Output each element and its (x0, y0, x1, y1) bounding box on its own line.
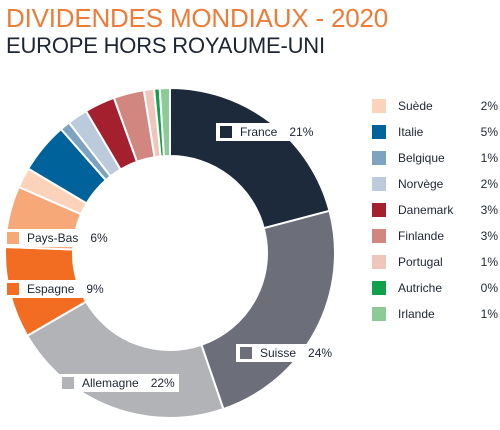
chart-subtitle: EUROPE HORS ROYAUME-UNI (6, 33, 325, 58)
legend-value-norvege: 2% (480, 177, 498, 191)
legend-item-belgique: Belgique 1% (372, 145, 498, 171)
legend-value-belgique: 1% (480, 151, 498, 165)
legend-label-danemark: Danemark (398, 203, 454, 217)
slice-label-espagne-value: 9% (86, 282, 104, 296)
slice-suisse (200, 209, 336, 411)
legend-swatch-irlande (372, 307, 386, 321)
legend-item-finlande: Finlande 3% (372, 223, 498, 249)
slice-label-suisse-name: Suisse (260, 346, 297, 360)
slice-label-espagne: Espagne 9% (3, 280, 108, 298)
chart-title: DIVIDENDES MONDIAUX - 2020 (6, 3, 389, 33)
legend-label-belgique: Belgique (398, 151, 445, 165)
chart-legend: Suède 2% Italie 5% Belgique 1% Norvège 2… (372, 93, 498, 327)
legend-item-irlande: Irlande 1% (372, 301, 498, 327)
legend-label-italie: Italie (398, 125, 424, 139)
slice-label-pays-bas: Pays-Bas 6% (3, 229, 112, 247)
legend-value-danemark: 3% (480, 203, 498, 217)
slice-label-france-value: 21% (289, 125, 314, 139)
legend-label-finlande: Finlande (398, 229, 445, 243)
legend-label-norvege: Norvège (398, 177, 444, 191)
slice-label-pays-bas-value: 6% (90, 231, 108, 245)
legend-value-portugal: 1% (480, 255, 498, 269)
legend-swatch-portugal (372, 255, 386, 269)
legend-swatch-suede (372, 99, 386, 113)
slice-label-suisse-value: 24% (308, 346, 333, 360)
legend-item-suede: Suède 2% (372, 93, 498, 119)
slice-label-france: France 21% (216, 123, 318, 141)
legend-label-portugal: Portugal (398, 255, 443, 269)
legend-swatch-belgique (372, 151, 386, 165)
legend-label-suede: Suède (398, 99, 433, 113)
slice-label-espagne-swatch (7, 283, 19, 295)
slice-label-allemagne-value: 22% (150, 376, 175, 390)
legend-swatch-italie (372, 125, 386, 139)
legend-value-suede: 2% (480, 99, 498, 113)
donut-slices (4, 86, 336, 419)
slice-label-france-name: France (240, 125, 278, 139)
legend-swatch-danemark (372, 203, 386, 217)
slice-label-espagne-name: Espagne (27, 282, 75, 296)
slice-label-allemagne-name: Allemagne (82, 376, 139, 390)
slice-label-pays-bas-name: Pays-Bas (27, 231, 79, 245)
legend-value-italie: 5% (480, 125, 498, 139)
legend-swatch-autriche (372, 281, 386, 295)
slice-label-allemagne: Allemagne 22% (58, 374, 179, 392)
legend-label-autriche: Autriche (398, 281, 443, 295)
legend-item-autriche: Autriche 0% (372, 275, 498, 301)
slice-label-pays-bas-swatch (7, 232, 19, 244)
legend-item-danemark: Danemark 3% (372, 197, 498, 223)
legend-item-portugal: Portugal 1% (372, 249, 498, 275)
legend-swatch-finlande (372, 229, 386, 243)
legend-value-autriche: 0% (480, 281, 498, 295)
legend-label-irlande: Irlande (398, 307, 435, 321)
slice-label-suisse-swatch (240, 347, 252, 359)
legend-value-finlande: 3% (480, 229, 498, 243)
legend-value-irlande: 1% (480, 307, 498, 321)
slice-label-france-swatch (220, 126, 232, 138)
slice-label-suisse: Suisse 24% (236, 344, 337, 362)
slice-label-allemagne-swatch (62, 377, 74, 389)
legend-item-italie: Italie 5% (372, 119, 498, 145)
legend-swatch-norvege (372, 177, 386, 191)
slice-france (169, 86, 331, 230)
legend-item-norvege: Norvège 2% (372, 171, 498, 197)
slice-irlande (158, 86, 171, 158)
